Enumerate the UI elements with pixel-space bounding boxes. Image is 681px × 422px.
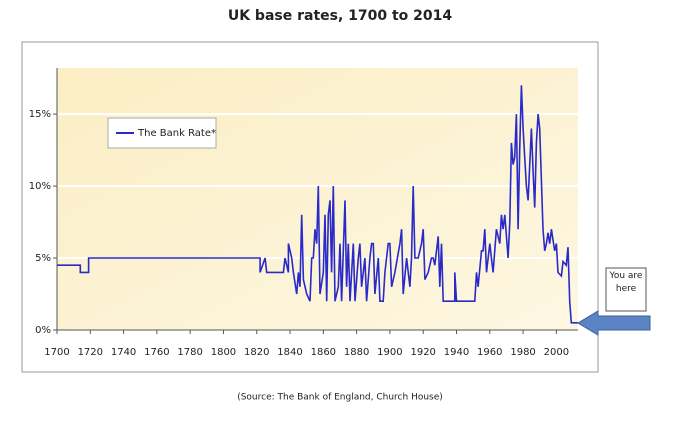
x-tick-label: 1800 [211, 347, 236, 358]
chart-title: UK base rates, 1700 to 2014 [228, 8, 453, 24]
source: (Source: The Bank of England, Church Hou… [237, 393, 443, 403]
x-tick-label: 2000 [544, 347, 569, 358]
arrow [577, 310, 651, 336]
y-tick-label: 5% [35, 253, 51, 264]
chart-frame [21, 41, 599, 373]
line [57, 85, 578, 324]
annotation-box [605, 267, 647, 312]
x-tick-label: 1780 [177, 347, 202, 358]
x-tick-label: 1960 [477, 347, 502, 358]
plot: 0% 5% 10% 15% 1700 1720 1740 1760 1780 1800 1820 18… [29, 68, 578, 358]
x-tick-label: 1940 [444, 347, 469, 358]
x-tick-label: 1760 [144, 347, 169, 358]
x-tick-label: 1980 [510, 347, 535, 358]
x-tick-label: 1900 [377, 347, 402, 358]
x-tick-label: 1820 [244, 347, 269, 358]
x-tick-label: 1740 [111, 347, 136, 358]
legend-label: The Bank Rate* [137, 128, 216, 139]
x-tick-label: 1840 [277, 347, 302, 358]
y-tick-label: 10% [29, 181, 51, 192]
y-tick-label: 0% [35, 325, 51, 336]
x-tick-label: 1920 [410, 347, 435, 358]
x-tick-label: 1720 [78, 347, 103, 358]
x-tick-label: 1700 [44, 347, 69, 358]
y-tick-label: 15% [29, 109, 51, 120]
annotation: You are here [609, 271, 643, 294]
x-tick-label: 1880 [344, 347, 369, 358]
x-tick-label: 1860 [311, 347, 336, 358]
